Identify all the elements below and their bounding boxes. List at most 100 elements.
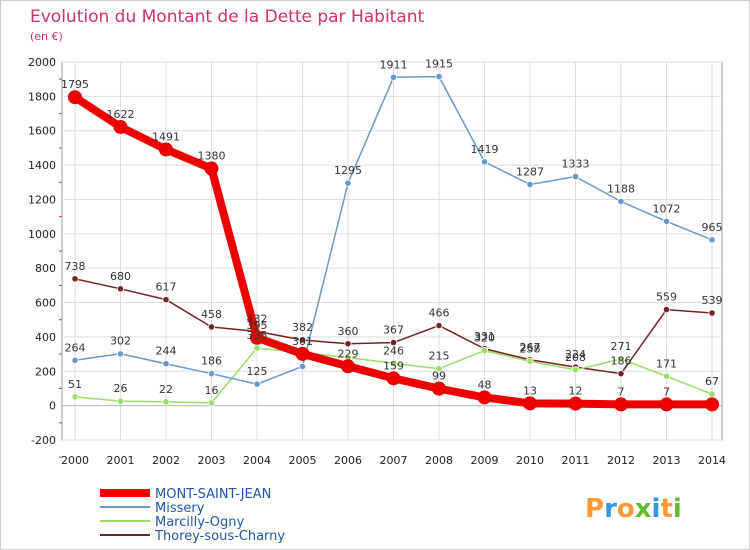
data-label: 432 bbox=[247, 312, 268, 325]
x-tick-label: 2001 bbox=[107, 454, 135, 467]
data-point bbox=[298, 336, 307, 344]
data-point bbox=[435, 365, 443, 373]
data-label: 617 bbox=[156, 281, 177, 294]
y-tick-label: -200 bbox=[31, 434, 56, 447]
x-tick-label: 2010 bbox=[516, 454, 544, 467]
data-label: 171 bbox=[656, 357, 677, 370]
data-label: 1419 bbox=[471, 143, 499, 156]
data-label: 738 bbox=[65, 260, 86, 273]
data-point bbox=[162, 398, 170, 406]
data-label: 229 bbox=[338, 347, 359, 360]
data-point bbox=[162, 360, 170, 368]
data-point bbox=[295, 346, 310, 361]
chart-title: Evolution du Montant de la Dette par Hab… bbox=[30, 7, 425, 27]
y-tick-label: 1400 bbox=[28, 159, 56, 172]
data-label: 1795 bbox=[61, 78, 89, 91]
data-label: 258 bbox=[520, 342, 541, 355]
data-point bbox=[71, 275, 79, 283]
data-point bbox=[116, 350, 125, 358]
data-point bbox=[71, 356, 79, 364]
data-point bbox=[662, 305, 671, 314]
y-tick-label: 1200 bbox=[28, 193, 56, 206]
y-tick-label: 400 bbox=[35, 331, 56, 344]
x-tick-label: 2000 bbox=[61, 454, 89, 467]
data-point bbox=[298, 362, 307, 371]
data-point bbox=[207, 399, 216, 407]
data-label: 125 bbox=[247, 365, 268, 378]
data-point bbox=[708, 236, 716, 244]
logo-letter: t bbox=[660, 494, 672, 524]
data-label: 360 bbox=[338, 325, 359, 338]
data-point bbox=[662, 217, 671, 226]
logo-letter: P bbox=[585, 494, 604, 524]
data-label: 208 bbox=[565, 351, 586, 364]
y-tick-label: 1800 bbox=[28, 90, 56, 103]
data-label: 26 bbox=[114, 382, 128, 395]
data-point bbox=[344, 340, 352, 348]
data-label: 67 bbox=[705, 375, 719, 388]
x-tick-label: 2013 bbox=[653, 454, 681, 467]
data-label: 1295 bbox=[334, 164, 362, 177]
data-point bbox=[68, 90, 82, 105]
data-label: 271 bbox=[611, 340, 632, 353]
data-label: 1188 bbox=[607, 183, 635, 196]
legend: MONT-SAINT-JEANMisseryMarcilly-OgnyThore… bbox=[100, 487, 285, 544]
data-point bbox=[435, 73, 443, 81]
data-label: 244 bbox=[156, 345, 177, 358]
data-point bbox=[571, 173, 580, 181]
data-label: 51 bbox=[68, 378, 82, 391]
data-point bbox=[659, 397, 674, 412]
data-label: 267 bbox=[520, 341, 541, 354]
data-label: 13 bbox=[523, 384, 537, 397]
data-point bbox=[389, 338, 398, 347]
y-tick-label: 1000 bbox=[28, 228, 56, 241]
data-point bbox=[617, 197, 625, 206]
data-label: 367 bbox=[383, 324, 404, 337]
data-label: 1911 bbox=[380, 58, 408, 71]
logo-letter: x bbox=[635, 494, 652, 524]
data-label: 965 bbox=[702, 221, 723, 234]
y-tick-label: 1600 bbox=[28, 125, 56, 138]
x-tick-label: 2014 bbox=[698, 454, 726, 467]
data-point bbox=[617, 355, 625, 363]
y-tick-label: 800 bbox=[35, 262, 56, 275]
data-label: 99 bbox=[432, 370, 446, 383]
data-label: 22 bbox=[159, 383, 173, 396]
data-label: 186 bbox=[201, 355, 222, 368]
y-tick-label: 0 bbox=[49, 400, 56, 413]
data-point bbox=[389, 359, 398, 367]
data-point bbox=[204, 161, 219, 176]
data-label: 466 bbox=[429, 307, 450, 320]
data-point bbox=[708, 390, 716, 398]
x-tick-label: 2003 bbox=[198, 454, 226, 467]
data-point bbox=[568, 396, 583, 411]
data-label: 539 bbox=[702, 294, 723, 307]
x-tick-label: 2011 bbox=[562, 454, 590, 467]
chart-subtitle: (en €) bbox=[30, 30, 63, 43]
data-label: 320 bbox=[474, 332, 495, 345]
data-point bbox=[526, 180, 534, 189]
data-point bbox=[116, 285, 125, 293]
data-label: 395 bbox=[247, 319, 268, 332]
legend-label: Thorey-sous-Charny bbox=[154, 529, 285, 544]
data-label: 224 bbox=[565, 348, 586, 361]
data-point bbox=[662, 372, 671, 380]
data-point bbox=[480, 158, 489, 166]
x-tick-label: 2006 bbox=[334, 454, 362, 467]
data-point bbox=[207, 370, 216, 378]
x-tick-label: 2007 bbox=[380, 454, 408, 467]
data-label: 12 bbox=[569, 385, 583, 398]
data-label: 1491 bbox=[152, 130, 180, 143]
data-point bbox=[432, 381, 446, 396]
data-point bbox=[250, 330, 264, 345]
logo-letter: i bbox=[673, 494, 682, 524]
data-point bbox=[113, 119, 128, 134]
data-label: 1333 bbox=[562, 158, 590, 171]
y-tick-label: 200 bbox=[35, 365, 56, 378]
data-label: 215 bbox=[429, 350, 450, 363]
logo-letter: o bbox=[617, 494, 635, 524]
x-tick-label: 2008 bbox=[425, 454, 453, 467]
data-point bbox=[480, 347, 489, 355]
